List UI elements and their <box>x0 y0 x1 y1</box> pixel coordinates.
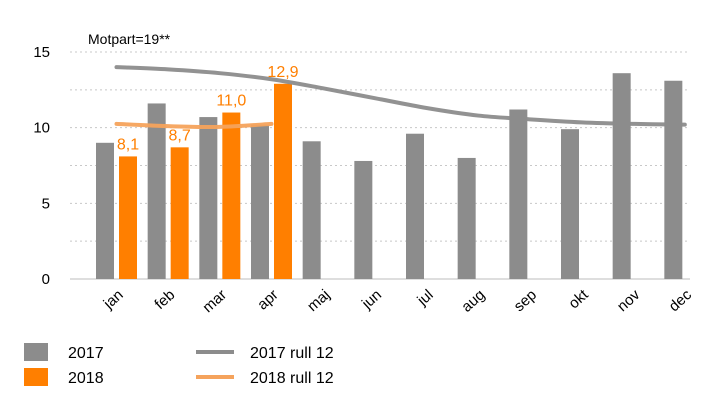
y-tick-label: 10 <box>33 120 50 137</box>
legend-label-2017: 2017 <box>68 345 104 362</box>
data-labels: 8,1 8,7 11,0 12,9 <box>117 64 299 154</box>
x-tick-label-jan: jan <box>100 286 127 313</box>
bar-2017-feb <box>147 103 166 279</box>
y-axis-ticks: 0 5 10 15 <box>33 44 50 288</box>
x-tick-label-okt: okt <box>565 286 592 313</box>
bar-2017-jun <box>354 160 373 279</box>
legend-swatch-2018 <box>24 368 48 386</box>
x-tick-label-apr: apr <box>254 286 281 313</box>
legend-label-2017-rull-12: 2017 rull 12 <box>250 345 334 362</box>
bar-2018-mar <box>222 112 241 280</box>
x-tick-label-dec: dec <box>666 286 696 315</box>
data-label-2018-apr: 12,9 <box>267 64 298 81</box>
trend-lines <box>114 65 687 130</box>
x-tick-label-jul: jul <box>413 286 436 309</box>
bar-2017-okt <box>561 129 579 279</box>
bar-2017-apr <box>251 124 269 279</box>
x-axis-ticks: jan feb mar apr maj jun jul aug sep okt nov dec <box>100 286 696 316</box>
chart-annotation: Motpart=19** <box>88 31 171 47</box>
y-tick-label: 0 <box>42 271 50 288</box>
bar-2017-mar <box>199 117 218 279</box>
bar-2017-jan <box>96 142 114 279</box>
y-tick-label: 15 <box>33 44 50 61</box>
x-tick-label-jun: jun <box>358 286 385 313</box>
x-tick-label-sep: sep <box>511 286 540 315</box>
data-label-2018-jan: 8,1 <box>117 136 139 153</box>
data-label-2018-mar: 11,0 <box>216 93 246 110</box>
bar-2018-jan <box>119 156 137 279</box>
gridlines <box>70 51 690 242</box>
line-2017-rull-12 <box>114 65 687 127</box>
x-tick-label-feb: feb <box>151 286 178 313</box>
legend-label-2018-rull-12: 2018 rull 12 <box>250 370 334 387</box>
bar-2017-aug <box>457 157 476 279</box>
bar-2017-jul <box>406 133 424 279</box>
y-tick-label: 5 <box>42 195 50 212</box>
x-tick-label-mar: mar <box>199 286 230 316</box>
x-tick-label-maj: maj <box>304 286 333 315</box>
bar-2017-nov <box>612 73 631 279</box>
line-2018-rull-12 <box>114 121 274 130</box>
legend-label-2018: 2018 <box>68 370 104 387</box>
legend: 2017 2018 2017 rull 12 2018 rull 12 <box>24 343 334 387</box>
bar-2017-dec <box>664 80 683 280</box>
data-label-2018-feb: 8,7 <box>169 127 191 144</box>
x-tick-label-nov: nov <box>614 286 644 315</box>
legend-swatch-2017 <box>24 343 48 361</box>
x-tick-label-aug: aug <box>458 286 488 315</box>
bar-2017-maj <box>302 141 321 279</box>
bar-2018-apr <box>274 83 292 279</box>
bar-2017-sep <box>509 109 528 279</box>
bars <box>96 73 683 280</box>
bar-2018-feb <box>170 147 189 279</box>
